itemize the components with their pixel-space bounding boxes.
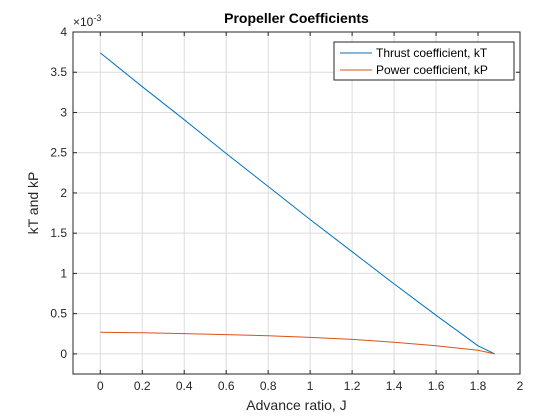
legend-box (333, 41, 515, 81)
y-tick-label: 3 (60, 105, 67, 119)
y-tick-label: 0.5 (50, 307, 67, 321)
legend-entry-power: Power coefficient, kP (376, 63, 488, 77)
x-tick-label: 1.4 (386, 379, 403, 393)
x-tick-label: 2 (517, 379, 524, 393)
y-exponent-base: ×10 (73, 15, 94, 29)
y-tick-label: 4 (60, 25, 67, 39)
plot-area (72, 31, 521, 375)
y-tick-label: 2.5 (50, 146, 67, 160)
x-tick-label: 0.6 (218, 379, 235, 393)
x-tick-label: 0.4 (176, 379, 193, 393)
grid-layer (73, 31, 521, 374)
y-tick-label: 2 (60, 186, 67, 200)
x-tick-label: 1.8 (470, 379, 487, 393)
series-line-0 (99, 52, 496, 355)
y-tick-label: 3.5 (50, 65, 67, 79)
y-tick-label: 1.5 (50, 226, 67, 240)
x-axis-label: Advance ratio, J (246, 397, 346, 413)
x-tick-label: 1 (307, 379, 314, 393)
x-tick-label: 1.6 (428, 379, 445, 393)
svg-text:×10-3: ×10-3 (73, 13, 101, 29)
tick-layer: 0 0.2 0.4 0.6 0.8 1 1.2 1.4 1.6 1.8 2 0 0.5 1 1.5 2 2.5 3… (50, 25, 523, 393)
x-tick-label: 0.2 (134, 379, 151, 393)
y-exponent-power: -3 (93, 13, 101, 23)
series-layer (99, 52, 496, 355)
chart-title: Propeller Coefficients (224, 10, 369, 26)
legend: Thrust coefficient, kT Power coefficient… (333, 41, 515, 81)
y-axis-exponent: ×10-3 (73, 13, 101, 29)
x-tick-label: 1.2 (344, 379, 361, 393)
x-tick-label: 0.8 (260, 379, 277, 393)
y-tick-label: 1 (60, 266, 67, 280)
series-line-1 (100, 331, 495, 355)
x-tick-label: 0 (97, 379, 104, 393)
legend-entry-thrust: Thrust coefficient, kT (376, 46, 488, 60)
y-tick-label: 0 (60, 347, 67, 361)
y-axis-label: kT and kP (25, 172, 41, 235)
